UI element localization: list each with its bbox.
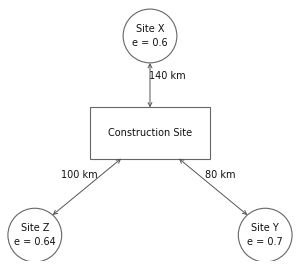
Text: Site Z
e = 0.64: Site Z e = 0.64 [14,223,56,247]
FancyArrowPatch shape [180,159,247,214]
Ellipse shape [8,208,62,262]
Text: 80 km: 80 km [205,170,236,180]
FancyArrowPatch shape [53,159,120,214]
Text: 140 km: 140 km [149,70,186,81]
Bar [89,107,211,159]
Ellipse shape [238,208,292,262]
Text: Site Y
e = 0.7: Site Y e = 0.7 [247,223,283,247]
Text: Construction Site: Construction Site [108,128,192,138]
Text: 100 km: 100 km [61,170,98,180]
Ellipse shape [123,9,177,63]
Text: Site X
e = 0.6: Site X e = 0.6 [132,24,168,48]
FancyArrowPatch shape [148,64,152,106]
